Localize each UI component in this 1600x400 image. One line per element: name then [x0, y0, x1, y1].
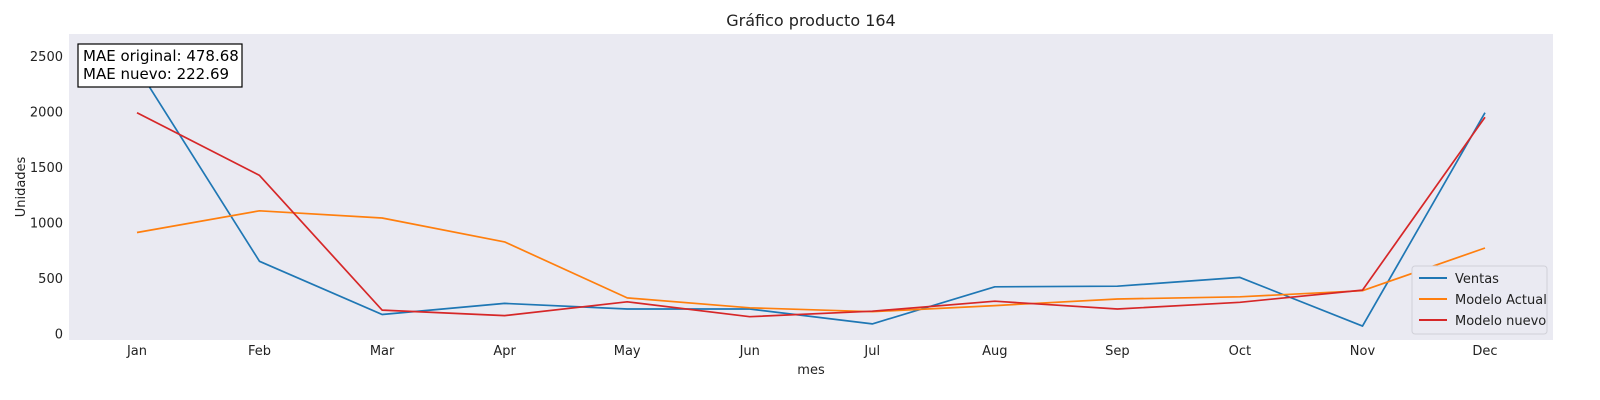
- x-tick-label-jul: Jul: [863, 344, 880, 359]
- plot-area: [69, 34, 1553, 340]
- x-tick-label-may: May: [614, 344, 641, 359]
- y-axis-ticks: 0 500 1000 1500 2000 2500: [30, 50, 63, 342]
- x-tick-label-jan: Jan: [126, 344, 147, 359]
- x-axis-label: mes: [797, 363, 825, 378]
- chart-title: Gráfico producto 164: [726, 11, 895, 30]
- mae-annotation-box: MAE original: 478.68 MAE nuevo: 222.69: [77, 43, 243, 88]
- x-tick-label-nov: Nov: [1350, 344, 1376, 359]
- annotation-mae-original: MAE original: 478.68: [83, 47, 239, 65]
- annotation-frame: [77, 43, 243, 88]
- y-tick-label-500: 500: [38, 272, 63, 287]
- x-tick-label-sep: Sep: [1105, 344, 1130, 359]
- y-tick-label-2000: 2000: [30, 106, 63, 121]
- series-layer: [136, 66, 1486, 327]
- x-tick-label-aug: Aug: [982, 344, 1007, 359]
- x-tick-label-feb: Feb: [248, 344, 271, 359]
- x-tick-label-jun: Jun: [739, 344, 760, 359]
- x-axis-ticks: Jan Feb Mar Apr May Jun Jul Aug Sep Oct Nov Dec: [126, 344, 1498, 359]
- legend-label-ventas: Ventas: [1455, 272, 1499, 287]
- series-line-modelo-actual: [136, 209, 1486, 313]
- x-tick-label-oct: Oct: [1229, 344, 1251, 359]
- x-tick-label-mar: Mar: [370, 344, 395, 359]
- x-tick-label-dec: Dec: [1472, 344, 1497, 359]
- series-line-modelo-nuevo: [136, 111, 1486, 318]
- y-tick-label-2500: 2500: [30, 50, 63, 65]
- y-tick-label-1500: 1500: [30, 161, 63, 176]
- y-tick-label-0: 0: [55, 327, 63, 342]
- legend-label-modelo-actual: Modelo Actual: [1455, 293, 1547, 308]
- y-axis-label: Unidades: [14, 156, 29, 217]
- annotation-mae-nuevo: MAE nuevo: 222.69: [83, 65, 229, 83]
- legend: Ventas Modelo Actual Modelo nuevo: [1411, 265, 1548, 335]
- legend-label-modelo-nuevo: Modelo nuevo: [1455, 314, 1546, 329]
- legend-frame: [1411, 265, 1548, 335]
- x-tick-label-apr: Apr: [493, 344, 516, 359]
- series-line-ventas: [136, 66, 1486, 327]
- y-tick-label-1000: 1000: [30, 216, 63, 231]
